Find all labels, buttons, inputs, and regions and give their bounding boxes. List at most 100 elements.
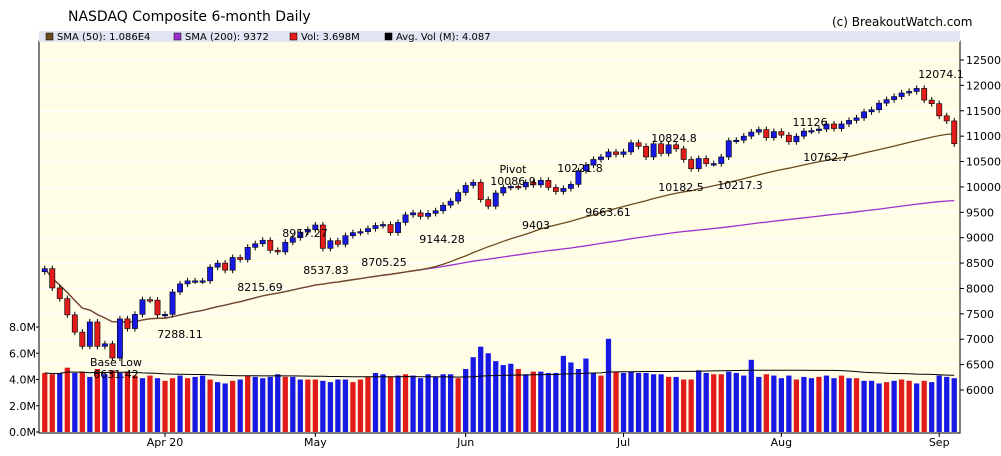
price-tick-label: 12500 [966, 54, 1001, 67]
volume-bar [508, 363, 514, 432]
candle-body [906, 91, 913, 94]
volume-bar [237, 379, 243, 432]
volume-bar [560, 355, 567, 432]
volume-bar [387, 376, 394, 432]
candle-body [635, 142, 642, 147]
volume-bar [538, 371, 544, 432]
volume-bar [665, 376, 672, 432]
volume-bar [823, 375, 830, 432]
candle-body [921, 88, 928, 101]
volume-bar [876, 383, 882, 432]
candle-body [244, 247, 251, 260]
volume-bar [402, 374, 409, 432]
volume-bar [883, 382, 890, 432]
candle-body [846, 120, 852, 125]
price-tick-label: 11000 [966, 130, 1001, 143]
candle-body [778, 131, 785, 136]
volume-bar [868, 380, 875, 432]
candle-body [304, 229, 311, 233]
candle-body [267, 239, 274, 251]
candle-body [357, 231, 364, 234]
annotation-label: 10086.9 [490, 175, 536, 188]
volume-bar [327, 382, 334, 432]
candle-body [192, 280, 199, 283]
volume-tick-label: 8.0M [9, 321, 36, 334]
candle-body [740, 135, 747, 141]
candle-body [199, 280, 206, 283]
volume-bar [500, 365, 506, 432]
candle-body [853, 117, 860, 121]
candle-body [169, 291, 176, 315]
volume-bar [718, 374, 724, 432]
candle-body [861, 111, 867, 119]
date-tick-label: Sep [929, 436, 950, 449]
volume-bar [575, 369, 582, 432]
candle-body [755, 129, 762, 133]
candle-body [139, 299, 146, 315]
candle-body [282, 241, 289, 253]
legend-swatch [289, 32, 298, 41]
volume-tick-label: 4.0M [9, 374, 36, 387]
price-tick-label: 6000 [966, 384, 994, 397]
annotation-label: 11126 [793, 116, 828, 129]
volume-bar [192, 376, 198, 432]
volume-bar [568, 362, 574, 432]
price-axis: 6000 6500 7000 7500 8000 8500 9000 9500 10000 105… [960, 54, 1001, 397]
candle-body [876, 102, 883, 111]
candle-body [770, 131, 777, 138]
candle-body [831, 123, 837, 129]
candle-body [259, 239, 266, 245]
candle-body [319, 224, 326, 249]
volume-bar [921, 380, 927, 432]
volume-bar [380, 374, 386, 432]
volume-bar [523, 374, 529, 432]
candle-body [680, 148, 687, 160]
volume-bar [357, 379, 364, 432]
price-tick-label: 7500 [966, 308, 994, 321]
candle-body [154, 299, 161, 316]
volume-bar [147, 375, 153, 432]
volume-bar [260, 378, 266, 432]
volume-bar [57, 372, 63, 432]
candle-body [222, 262, 229, 271]
volume-bar [410, 375, 416, 432]
volume-bar [139, 378, 146, 432]
candle-body [410, 212, 416, 216]
date-tick-label: May [304, 436, 327, 449]
annotation-label: 10824.8 [651, 132, 697, 145]
chart-title: NASDAQ Composite 6-month Daily [68, 9, 311, 25]
date-tick-label: Apr 20 [147, 436, 184, 449]
candle-body [477, 182, 484, 200]
volume-bar [658, 374, 664, 432]
volume-bar [432, 376, 439, 432]
volume-bar [350, 382, 356, 432]
volume-bar [49, 374, 55, 432]
volume-bar [102, 374, 108, 432]
price-tick-label: 8000 [966, 282, 994, 295]
volume-bar [87, 376, 93, 432]
volume-bar [312, 379, 318, 432]
annotation-label: 12074.1 [918, 68, 964, 81]
volume-bars [42, 338, 957, 432]
volume-bar [515, 369, 521, 432]
volume-bar [605, 338, 612, 432]
annotation-label: 10217.3 [717, 179, 763, 192]
sma-50-line [44, 133, 955, 323]
volume-bar [846, 378, 852, 432]
candle-body [507, 186, 514, 189]
volume-bar [230, 380, 236, 432]
volume-bar [778, 378, 784, 432]
volume-bar [417, 378, 424, 432]
volume-bar [455, 378, 461, 432]
candle-body [109, 343, 116, 359]
volume-bar [696, 370, 702, 432]
candle-body [785, 134, 792, 143]
candle-body [695, 158, 702, 169]
candle-body [898, 92, 905, 97]
volume-bar [154, 378, 161, 432]
volume-bar [598, 375, 604, 432]
volume-tick-label: 0.0M [9, 426, 36, 439]
candle-body [184, 280, 191, 285]
candle-body [79, 331, 86, 347]
volume-bar [290, 376, 296, 432]
